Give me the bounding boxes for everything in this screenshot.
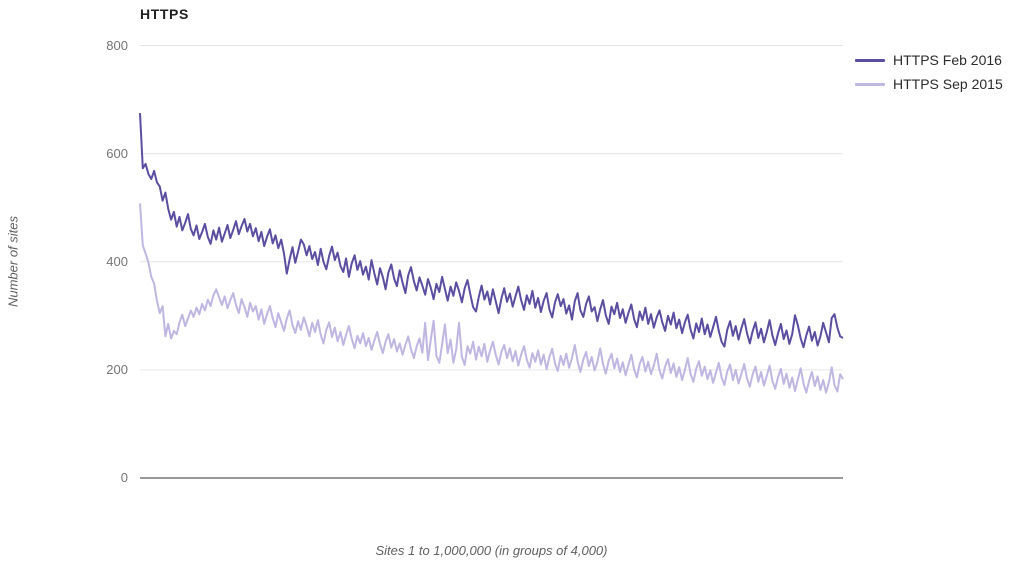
x-axis-title: Sites 1 to 1,000,000 (in groups of 4,000… <box>375 543 608 558</box>
legend-label: HTTPS Feb 2016 <box>893 52 1002 68</box>
y-tick-label: 0 <box>120 470 128 485</box>
legend-swatch-sep-2015 <box>855 82 885 86</box>
chart-title: HTTPS <box>140 6 189 22</box>
y-tick-label: 200 <box>106 361 128 377</box>
y-tick-label: 400 <box>106 253 128 269</box>
series-line-https-sep-2015 <box>139 203 844 394</box>
legend-label: HTTPS Sep 2015 <box>893 76 1003 92</box>
legend-swatch-feb-2016 <box>855 58 885 62</box>
legend-item-feb-2016: HTTPS Feb 2016 <box>855 48 1003 72</box>
legend: HTTPS Feb 2016 HTTPS Sep 2015 <box>855 48 1003 96</box>
y-tick-label: 800 <box>106 37 128 53</box>
y-tick-label: 600 <box>106 145 128 161</box>
legend-item-sep-2015: HTTPS Sep 2015 <box>855 72 1003 96</box>
series-line-https-feb-2016 <box>139 113 844 349</box>
